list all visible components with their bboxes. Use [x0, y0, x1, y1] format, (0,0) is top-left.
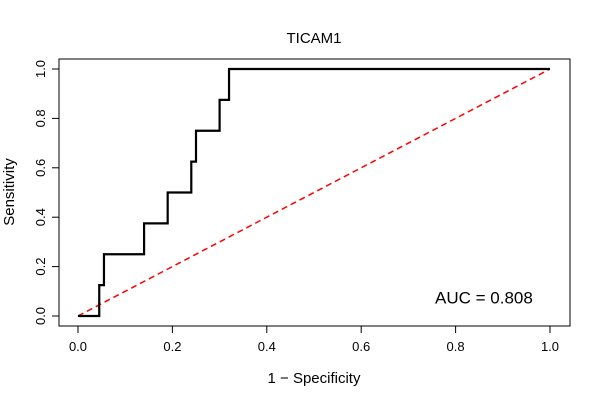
x-tick-label: 0.2: [163, 339, 181, 354]
y-tick-label: 0.0: [33, 307, 48, 325]
x-tick-label: 1.0: [541, 339, 559, 354]
x-axis: 0.0 0.2 0.4 0.6 0.8 1.0: [69, 325, 559, 354]
chart-title: TICAM1: [286, 30, 341, 47]
roc-curve-line: [78, 67, 550, 318]
series-layer: [77, 67, 551, 318]
y-axis: 0.0 0.2 0.4 0.6 0.8 1.0: [33, 60, 60, 325]
y-tick-label: 0.8: [33, 109, 48, 127]
y-tick-label: 1.0: [33, 60, 48, 78]
y-tick-label: 0.6: [33, 159, 48, 177]
x-tick-label: 0.4: [258, 339, 276, 354]
annotation-layer: AUC = 0.808: [435, 289, 533, 308]
auc-annotation: AUC = 0.808: [435, 289, 533, 308]
reference-diagonal-line: [77, 68, 551, 317]
y-axis-label: Sensitivity: [1, 158, 18, 226]
x-tick-label: 0.8: [447, 339, 465, 354]
x-tick-label: 0.0: [69, 339, 87, 354]
x-axis-label: 1 − Specificity: [268, 370, 361, 387]
x-tick-label: 0.6: [352, 339, 370, 354]
y-tick-label: 0.2: [33, 258, 48, 276]
y-tick-label: 0.4: [33, 208, 48, 226]
